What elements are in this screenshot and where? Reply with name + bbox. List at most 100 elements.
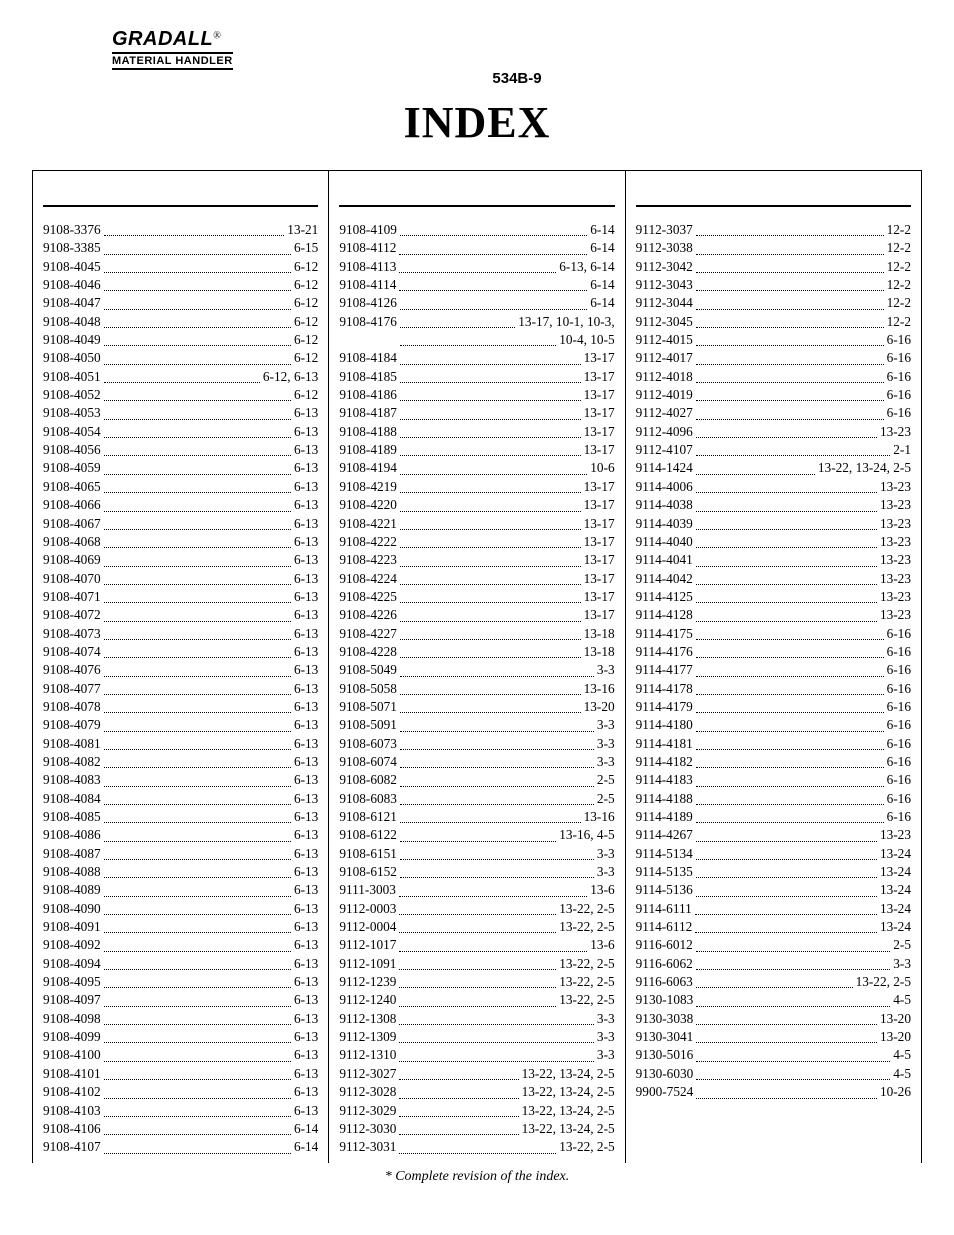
index-entry: 9114-412513-23 [636,588,911,606]
leader-dots [104,570,291,585]
leader-dots [400,845,594,860]
index-header-cell [625,171,921,213]
leader-dots [104,349,291,364]
leader-dots [696,221,884,236]
index-entry: 9114-41896-16 [636,808,911,826]
part-number: 9108-4071 [43,588,101,606]
page-ref: 6-12 [294,313,318,331]
part-number: 9112-1240 [339,991,396,1009]
part-number: 9108-4091 [43,918,101,936]
index-entry: 9108-422513-17 [339,588,614,606]
page-ref: 6-13 [294,771,318,789]
page-ref: 13-17 [584,368,615,386]
page-ref: 6-13 [294,790,318,808]
part-number: 9108-4101 [43,1065,101,1083]
part-number: 9108-4087 [43,845,101,863]
part-number: 9108-4050 [43,349,101,367]
page-ref: 13-24 [880,881,911,899]
leader-dots [400,423,581,438]
index-entry: 9108-61513-3 [339,845,614,863]
part-number: 9108-6121 [339,808,397,826]
page-ref: 13-16 [584,808,615,826]
part-number: 9108-4045 [43,258,101,276]
leader-dots [104,698,291,713]
index-entry: 9112-109113-22, 2-5 [339,955,614,973]
index-entry: 9108-418613-17 [339,386,614,404]
brand-model: 534B-9 [112,70,922,87]
leader-dots [696,936,890,951]
page-ref: 12-2 [887,276,911,294]
leader-dots [696,239,884,254]
part-number: 9112-3029 [339,1102,396,1120]
brand-name: GRADALL [112,28,213,50]
index-entry: 9112-40186-16 [636,368,911,386]
index-entry: 9112-302713-22, 13-24, 2-5 [339,1065,614,1083]
page-ref: 6-13 [294,936,318,954]
index-entry: 9108-40466-12 [43,276,318,294]
page-ref: 6-13 [294,900,318,918]
page-ref: 6-14 [294,1138,318,1156]
index-entry: 9108-422713-18 [339,625,614,643]
part-number: 9108-4076 [43,661,101,679]
part-number: 9108-4083 [43,771,101,789]
page-ref: 13-18 [584,625,615,643]
index-entry: 9112-13093-3 [339,1028,614,1046]
page-ref: 13-17 [584,588,615,606]
leader-dots [696,404,884,419]
page-ref: 13-6 [590,936,614,954]
index-entry: 9114-513513-24 [636,863,911,881]
index-entry: 9108-40526-12 [43,386,318,404]
index-entry: 9114-41806-16 [636,716,911,734]
part-number: 9108-6083 [339,790,397,808]
page-ref: 13-23 [880,570,911,588]
leader-dots [399,1083,518,1098]
part-number: 9114-4180 [636,716,693,734]
index-entry: 9114-611213-24 [636,918,911,936]
index-entry: 9108-41036-13 [43,1102,318,1120]
index-entry: 9108-40886-13 [43,863,318,881]
part-number: 9108-4092 [43,936,101,954]
leader-dots [104,936,291,951]
leader-dots [104,239,291,254]
page-ref: 6-16 [887,643,911,661]
page-ref: 6-13 [294,478,318,496]
leader-dots [104,459,291,474]
leader-dots [399,955,556,970]
leader-dots [696,588,877,603]
leader-dots [696,276,884,291]
index-entry: 9108-41146-14 [339,276,614,294]
leader-dots [696,1083,877,1098]
part-number: 9114-4038 [636,496,693,514]
leader-dots [104,496,291,511]
index-entry: 9112-303113-22, 2-5 [339,1138,614,1156]
part-number: 9108-4194 [339,459,397,477]
part-number: 9108-4185 [339,368,397,386]
part-number: 9108-4068 [43,533,101,551]
page-ref: 6-13, 6-14 [559,258,614,276]
page-ref: 3-3 [597,1046,615,1064]
leader-dots [399,1120,518,1135]
part-number: 9114-4177 [636,661,693,679]
part-number: 9108-3385 [43,239,101,257]
part-number: 9108-4059 [43,459,101,477]
footnote: * Complete revision of the index. [32,1169,922,1185]
leader-dots [696,826,877,841]
leader-dots [696,606,877,621]
page-ref: 3-3 [597,845,615,863]
index-entry: 9112-000313-22, 2-5 [339,900,614,918]
index-entry: 9114-41826-16 [636,753,911,771]
leader-dots [104,808,291,823]
leader-dots [104,588,291,603]
part-number: 9116-6062 [636,955,693,973]
index-entry: 9108-40866-13 [43,826,318,844]
index-entry: 9108-41006-13 [43,1046,318,1064]
leader-dots [399,1102,518,1117]
index-entry: 9108-40496-12 [43,331,318,349]
part-number: 9108-5049 [339,661,397,679]
part-number: 9900-7524 [636,1083,694,1101]
page-ref: 6-13 [294,441,318,459]
page-ref: 6-13 [294,955,318,973]
leader-dots [104,368,260,383]
page-ref: 13-22, 2-5 [559,973,614,991]
index-entry: 9130-303813-20 [636,1010,911,1028]
